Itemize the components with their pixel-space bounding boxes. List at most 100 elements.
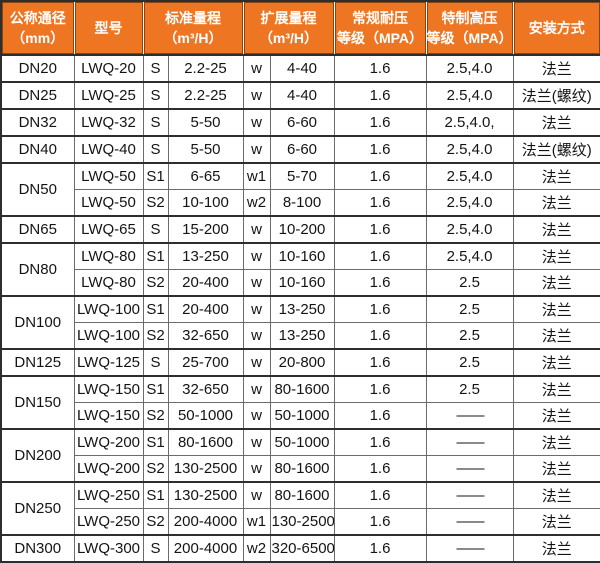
cell-model: LWQ-20 (74, 55, 143, 82)
cell-standard-range: 6-65 (168, 163, 243, 190)
header-standard-range: 标准量程 （m³/H） (143, 1, 243, 55)
cell-extended-prefix: w (243, 82, 270, 109)
cell-nominal-diameter: DN65 (1, 216, 74, 243)
cell-normal-pressure: 1.6 (334, 136, 426, 163)
cell-model: LWQ-25 (74, 82, 143, 109)
cell-extended-prefix: w (243, 296, 270, 323)
cell-high-pressure: 2.5,4.0 (426, 243, 513, 270)
cell-extended-range: 10-160 (270, 243, 334, 270)
cell-model: LWQ-150 (74, 403, 143, 430)
cell-extended-range: 8-100 (270, 190, 334, 217)
cell-standard-range: 20-400 (168, 270, 243, 297)
cell-standard-range: 80-1600 (168, 429, 243, 456)
cell-model: LWQ-50 (74, 163, 143, 190)
cell-model: LWQ-125 (74, 349, 143, 376)
header-line: 公称通径 (2, 8, 74, 28)
cell-install-method: 法兰 (513, 403, 600, 430)
cell-normal-pressure: 1.6 (334, 509, 426, 536)
cell-high-pressure: 2.5 (426, 270, 513, 297)
cell-extended-range: 4-40 (270, 82, 334, 109)
cell-normal-pressure: 1.6 (334, 82, 426, 109)
cell-normal-pressure: 1.6 (334, 535, 426, 562)
cell-standard-range: 130-2500 (168, 456, 243, 483)
header-line: （m³/H） (244, 28, 334, 48)
cell-standard-prefix: S (143, 216, 168, 243)
cell-model: LWQ-100 (74, 296, 143, 323)
header-line: 扩展量程 (244, 8, 334, 28)
cell-normal-pressure: 1.6 (334, 270, 426, 297)
cell-model: LWQ-200 (74, 456, 143, 483)
header-line: （m³/H） (144, 28, 243, 48)
cell-standard-prefix: S (143, 535, 168, 562)
cell-extended-prefix: w (243, 403, 270, 430)
cell-extended-prefix: w (243, 216, 270, 243)
cell-extended-range: 20-800 (270, 349, 334, 376)
cell-standard-range: 2.2-25 (168, 55, 243, 82)
header-nominal-diameter: 公称通径 （mm） (1, 1, 74, 55)
cell-nominal-diameter: DN100 (1, 296, 74, 349)
header-normal-pressure: 常规耐压 等级（MPA） (334, 1, 426, 55)
cell-install-method: 法兰 (513, 216, 600, 243)
cell-high-pressure: 2.5,4.0 (426, 190, 513, 217)
cell-extended-prefix: w (243, 349, 270, 376)
header-model: 型号 (74, 1, 143, 55)
cell-nominal-diameter: DN50 (1, 163, 74, 216)
cell-standard-range: 20-400 (168, 296, 243, 323)
cell-normal-pressure: 1.6 (334, 403, 426, 430)
header-line: 等级（MPA） (335, 28, 426, 48)
cell-model: LWQ-40 (74, 136, 143, 163)
cell-model: LWQ-100 (74, 323, 143, 350)
cell-standard-prefix: S1 (143, 376, 168, 403)
header-extended-range: 扩展量程 （m³/H） (243, 1, 334, 55)
cell-install-method: 法兰 (513, 429, 600, 456)
cell-normal-pressure: 1.6 (334, 429, 426, 456)
cell-standard-range: 130-2500 (168, 482, 243, 509)
cell-install-method: 法兰 (513, 109, 600, 136)
cell-nominal-diameter: DN300 (1, 535, 74, 562)
cell-high-pressure: —— (426, 429, 513, 456)
header-line: 特制高压 (427, 8, 513, 28)
cell-standard-prefix: S2 (143, 190, 168, 217)
cell-install-method: 法兰 (513, 270, 600, 297)
cell-standard-range: 32-650 (168, 323, 243, 350)
cell-extended-range: 10-200 (270, 216, 334, 243)
cell-normal-pressure: 1.6 (334, 376, 426, 403)
cell-standard-prefix: S (143, 82, 168, 109)
cell-extended-prefix: w (243, 429, 270, 456)
cell-extended-range: 5-70 (270, 163, 334, 190)
header-row: 公称通径 （mm） 型号 标准量程 （m³/H） 扩展量程 （m³/H） 常规耐… (1, 1, 600, 55)
cell-model: LWQ-50 (74, 190, 143, 217)
cell-install-method: 法兰(螺纹) (513, 82, 600, 109)
cell-extended-prefix: w (243, 55, 270, 82)
cell-standard-range: 15-200 (168, 216, 243, 243)
cell-install-method: 法兰 (513, 243, 600, 270)
cell-model: LWQ-250 (74, 482, 143, 509)
cell-install-method: 法兰(螺纹) (513, 136, 600, 163)
cell-nominal-diameter: DN200 (1, 429, 74, 482)
cell-install-method: 法兰 (513, 296, 600, 323)
cell-model: LWQ-32 (74, 109, 143, 136)
cell-install-method: 法兰 (513, 349, 600, 376)
cell-model: LWQ-80 (74, 270, 143, 297)
header-line: 常规耐压 (335, 8, 426, 28)
cell-normal-pressure: 1.6 (334, 163, 426, 190)
cell-extended-prefix: w (243, 482, 270, 509)
cell-install-method: 法兰 (513, 456, 600, 483)
cell-install-method: 法兰 (513, 535, 600, 562)
cell-nominal-diameter: DN250 (1, 482, 74, 535)
cell-extended-prefix: w (243, 270, 270, 297)
cell-nominal-diameter: DN150 (1, 376, 74, 429)
cell-model: LWQ-200 (74, 429, 143, 456)
cell-extended-range: 10-160 (270, 270, 334, 297)
cell-install-method: 法兰 (513, 55, 600, 82)
header-line: 标准量程 (144, 8, 243, 28)
